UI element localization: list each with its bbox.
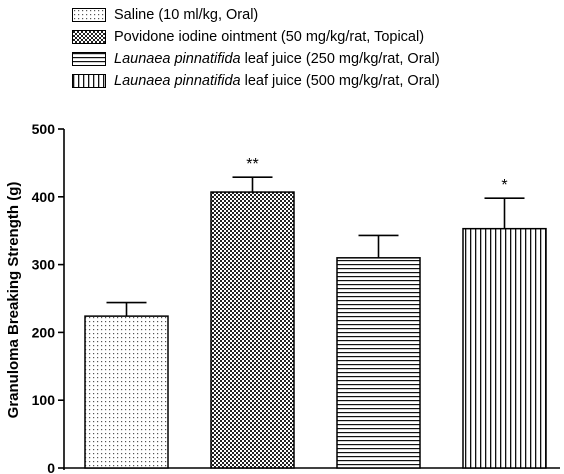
- legend-label: Launaea pinnatifida leaf juice (500 mg/k…: [114, 73, 440, 89]
- bar: [210, 191, 295, 469]
- significance-label: *: [501, 177, 507, 194]
- y-tick-label: 500: [32, 121, 56, 137]
- bar-group: **: [210, 156, 295, 469]
- bar: [462, 227, 547, 469]
- legend-swatch: [72, 52, 106, 66]
- legend-swatch: [72, 30, 106, 44]
- y-axis-label: Granuloma Breaking Strength (g): [5, 182, 22, 419]
- bar-group: [84, 301, 169, 469]
- legend-label: Povidone iodine ointment (50 mg/kg/rat, …: [114, 29, 425, 45]
- bar: [336, 257, 421, 469]
- legend-swatch: [72, 74, 106, 88]
- legend-label: Launaea pinnatifida leaf juice (250 mg/k…: [114, 51, 440, 67]
- y-tick-label: 0: [47, 460, 55, 474]
- legend-item: Launaea pinnatifida leaf juice (250 mg/k…: [72, 48, 440, 70]
- legend-label: Saline (10 ml/kg, Oral): [114, 7, 259, 23]
- bar: [84, 315, 169, 469]
- legend-swatch: [72, 8, 106, 22]
- legend-label-species: Launaea pinnatifida: [114, 73, 241, 89]
- bars: ***: [84, 156, 547, 469]
- y-tick-label: 100: [32, 392, 56, 408]
- bar-group: [336, 234, 421, 469]
- legend: Saline (10 ml/kg, Oral) Povidone iodine o…: [72, 4, 440, 92]
- legend-item: Saline (10 ml/kg, Oral): [72, 4, 440, 26]
- legend-item: Launaea pinnatifida leaf juice (500 mg/k…: [72, 70, 440, 92]
- bar-group: *: [462, 177, 547, 469]
- legend-item: Povidone iodine ointment (50 mg/kg/rat, …: [72, 26, 440, 48]
- y-tick-label: 400: [32, 189, 56, 205]
- y-tick-label: 300: [32, 257, 56, 273]
- legend-label-species: Launaea pinnatifida: [114, 51, 241, 67]
- significance-label: **: [246, 156, 258, 173]
- y-tick-label: 200: [32, 324, 56, 340]
